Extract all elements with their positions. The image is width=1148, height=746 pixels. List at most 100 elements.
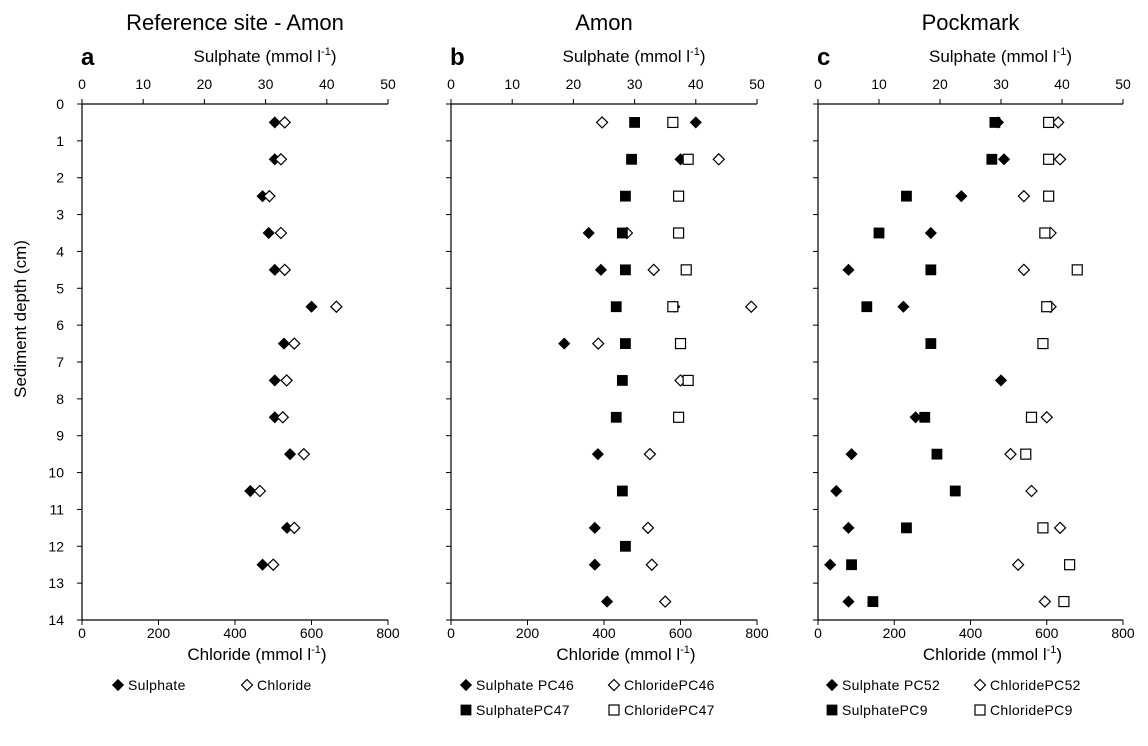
bottom-tick-label: 600 xyxy=(669,625,693,641)
data-point xyxy=(712,152,726,166)
data-point xyxy=(588,558,601,571)
y-tick-label: 5 xyxy=(56,280,64,296)
legend-marker xyxy=(974,704,986,716)
top-tick-label: 10 xyxy=(135,76,151,92)
data-point xyxy=(955,190,968,203)
data-point xyxy=(620,540,631,552)
bottom-tick-label: 200 xyxy=(516,625,540,641)
bottom-axis-label: Chloride (mmol l-1) xyxy=(556,644,695,664)
data-point xyxy=(682,153,694,165)
top-tick-label: 0 xyxy=(814,76,822,92)
bottom-tick-label: 0 xyxy=(78,625,86,641)
data-point xyxy=(1020,448,1032,460)
legend-marker xyxy=(111,678,125,692)
data-point xyxy=(919,411,931,423)
data-point xyxy=(616,375,628,386)
data-point xyxy=(268,374,281,387)
legend-marker xyxy=(459,678,473,692)
top-tick-label: 30 xyxy=(993,76,1009,92)
data-point xyxy=(658,595,672,608)
data-point xyxy=(901,190,912,202)
bottom-tick-label: 0 xyxy=(814,625,822,641)
data-point xyxy=(689,116,702,129)
top-axis-label: Sulphate (mmol l-1) xyxy=(929,46,1072,66)
legend-label: Sulphate PC46 xyxy=(476,677,574,693)
data-point xyxy=(1043,116,1055,129)
y-tick-label: 11 xyxy=(49,501,64,517)
data-point xyxy=(842,521,855,534)
data-point xyxy=(1017,189,1031,203)
y-tick-label: 2 xyxy=(56,170,64,186)
series-sulphate-pc52 xyxy=(824,116,1011,608)
top-tick-label: 30 xyxy=(258,76,274,92)
data-point xyxy=(262,226,275,240)
data-point xyxy=(672,190,685,202)
data-point xyxy=(600,595,614,608)
data-point xyxy=(277,337,291,350)
bottom-tick-label: 200 xyxy=(883,625,907,641)
data-point xyxy=(667,116,679,129)
legend-label: ChloridePC47 xyxy=(624,702,715,718)
data-point xyxy=(925,264,937,276)
legend: Sulphate PC52 ChloridePC52 SulphatePC9 Chlo… xyxy=(825,677,1080,718)
series-chloride-pc47 xyxy=(667,116,694,423)
data-point xyxy=(924,226,937,240)
data-point xyxy=(620,338,631,349)
data-point xyxy=(276,410,290,424)
panel-title: Reference site - Amon xyxy=(126,10,344,35)
data-point xyxy=(842,263,855,276)
bottom-tick-label: 400 xyxy=(592,625,616,641)
panel-letter: a xyxy=(81,44,95,71)
legend-marker xyxy=(607,678,621,692)
data-point xyxy=(287,521,301,535)
legend-marker xyxy=(825,678,839,692)
legend-label: Sulphate xyxy=(128,677,186,693)
data-point xyxy=(744,300,758,314)
data-point xyxy=(1058,595,1070,608)
data-point xyxy=(588,521,601,534)
legend-marker xyxy=(826,704,838,716)
y-tick-label: 14 xyxy=(48,612,64,628)
legend-marker xyxy=(240,678,254,692)
legend-label: ChloridePC46 xyxy=(624,677,715,693)
panel-letter: c xyxy=(817,44,830,71)
bottom-tick-label: 800 xyxy=(1111,625,1135,641)
legend-label: Chloride xyxy=(257,677,312,693)
data-point xyxy=(830,484,843,498)
data-point xyxy=(1017,263,1031,277)
data-point xyxy=(266,558,280,572)
y-tick-label: 8 xyxy=(56,391,64,407)
top-tick-label: 10 xyxy=(871,76,887,92)
top-axis-label: Sulphate (mmol l-1) xyxy=(193,46,336,66)
y-tick-label: 6 xyxy=(56,317,64,333)
data-point xyxy=(620,264,631,276)
data-point xyxy=(1053,521,1067,535)
panel-title: Pockmark xyxy=(922,10,1021,35)
data-point xyxy=(1064,559,1076,571)
top-tick-label: 10 xyxy=(504,76,520,92)
data-point xyxy=(909,411,922,424)
data-point xyxy=(278,116,292,129)
data-point xyxy=(1053,152,1067,166)
data-point xyxy=(931,448,943,460)
top-tick-label: 30 xyxy=(627,76,643,92)
data-point xyxy=(842,595,855,608)
data-point xyxy=(1025,484,1038,498)
legend-marker xyxy=(460,704,472,716)
panel-b: Amon b Sulphate (mmol l-1) Chloride (mmol l… xyxy=(446,10,769,718)
data-point xyxy=(1011,558,1025,572)
data-point xyxy=(986,153,998,165)
data-point xyxy=(616,227,628,239)
data-point xyxy=(620,190,631,202)
data-point xyxy=(274,152,288,166)
data-point xyxy=(667,301,679,313)
data-point xyxy=(897,300,910,313)
data-point xyxy=(278,263,292,277)
data-point xyxy=(1037,337,1049,350)
series-chloride xyxy=(253,116,343,572)
bottom-tick-label: 0 xyxy=(447,625,455,641)
bottom-tick-label: 600 xyxy=(300,625,324,641)
data-point xyxy=(591,448,604,461)
legend: Sulphate PC46 ChloridePC46 SulphatePC47 Chl… xyxy=(459,677,715,718)
